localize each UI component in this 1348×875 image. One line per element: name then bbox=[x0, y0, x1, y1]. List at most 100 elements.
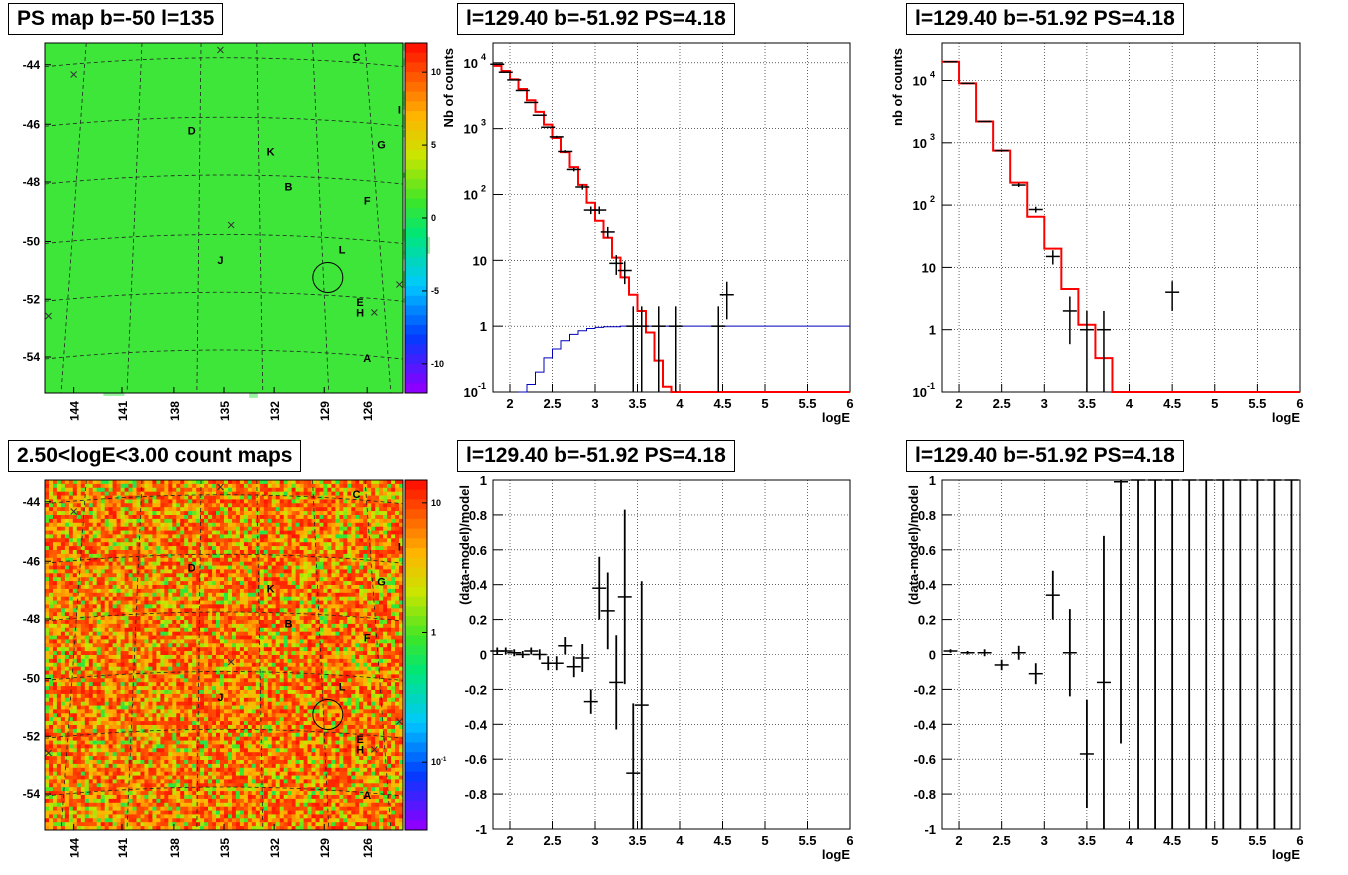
heatmap-cell bbox=[232, 616, 237, 621]
heatmap-cell bbox=[299, 507, 304, 512]
heatmap-cell bbox=[188, 550, 193, 555]
heatmap-cell bbox=[184, 600, 189, 605]
heatmap-cell bbox=[319, 588, 324, 594]
heatmap-cell bbox=[45, 534, 50, 539]
heatmap-cell bbox=[224, 550, 229, 555]
heatmap-cell bbox=[140, 561, 145, 566]
heatmap-cell bbox=[108, 569, 113, 574]
heatmap-cell bbox=[323, 569, 328, 574]
heatmap-cell bbox=[220, 565, 225, 570]
heatmap-cell bbox=[112, 480, 117, 485]
heatmap-cell bbox=[367, 491, 372, 496]
heatmap-cell bbox=[307, 487, 312, 492]
heatmap-cell bbox=[148, 495, 153, 500]
heatmap-cell bbox=[287, 655, 292, 660]
heatmap-cell bbox=[311, 627, 316, 632]
heatmap-cell bbox=[184, 662, 189, 667]
heatmap-cell bbox=[156, 631, 161, 636]
heatmap-cell bbox=[327, 561, 332, 566]
heatmap-cell bbox=[160, 546, 165, 551]
heatmap-cell bbox=[72, 623, 78, 629]
heatmap-cell bbox=[347, 631, 352, 636]
heatmap-cell bbox=[49, 670, 54, 675]
heatmap-cell bbox=[53, 557, 58, 562]
heatmap-cell bbox=[152, 596, 157, 601]
heatmap-cell bbox=[64, 526, 70, 531]
heatmap-cell bbox=[192, 616, 197, 621]
heatmap-cell bbox=[104, 596, 109, 601]
heatmap-cell bbox=[164, 550, 169, 555]
heatmap-cell bbox=[299, 616, 304, 621]
heatmap-cell bbox=[64, 569, 70, 574]
heatmap-cell bbox=[224, 604, 229, 609]
heatmap-cell bbox=[84, 491, 90, 496]
heatmap-cell bbox=[108, 526, 113, 531]
heatmap-cell bbox=[168, 553, 173, 559]
heatmap-cell bbox=[68, 530, 74, 535]
heatmap-cell bbox=[359, 526, 364, 531]
heatmap-cell bbox=[387, 620, 392, 625]
heatmap-cell bbox=[243, 522, 249, 527]
heatmap-cell bbox=[367, 643, 372, 648]
heatmap-cell bbox=[64, 639, 70, 644]
heatmap-cell bbox=[295, 557, 300, 562]
heatmap-cell bbox=[347, 670, 352, 675]
heatmap-cell bbox=[311, 588, 316, 594]
heatmap-cell bbox=[49, 678, 54, 683]
heatmap-cell bbox=[188, 553, 193, 559]
heatmap-cell bbox=[47, 55, 72, 71]
heatmap-cell bbox=[279, 542, 284, 547]
heatmap-cell bbox=[387, 639, 392, 644]
heatmap-cell bbox=[64, 581, 70, 586]
heatmap-cell bbox=[235, 651, 241, 656]
heatmap-cell bbox=[56, 585, 62, 590]
heatmap-cell bbox=[343, 526, 348, 531]
heatmap-cell bbox=[251, 623, 257, 629]
colorbar-cell bbox=[405, 247, 427, 258]
heatmap-cell bbox=[343, 487, 348, 492]
heatmap-cell bbox=[172, 658, 177, 664]
heatmap-cell bbox=[78, 352, 95, 361]
heatmap-cell bbox=[315, 569, 320, 574]
heatmap-cell bbox=[363, 662, 368, 667]
heatmap-cell bbox=[49, 480, 54, 485]
heatmap-cell bbox=[259, 616, 265, 621]
heatmap-cell bbox=[283, 530, 288, 535]
heatmap-cell bbox=[160, 627, 165, 632]
heatmap-cell bbox=[192, 573, 197, 578]
heatmap-cell bbox=[243, 612, 249, 617]
heatmap-cell bbox=[60, 627, 66, 632]
heatmap-cell bbox=[84, 542, 90, 547]
heatmap-cell bbox=[255, 585, 261, 590]
heatmap-cell bbox=[208, 518, 213, 524]
heatmap-cell bbox=[204, 658, 209, 664]
heatmap-cell bbox=[56, 620, 62, 625]
heatmap-cell bbox=[104, 522, 109, 527]
heatmap-cell bbox=[53, 635, 58, 640]
heatmap-cell bbox=[307, 581, 312, 586]
heatmap-cell bbox=[239, 655, 245, 660]
heatmap-cell bbox=[53, 542, 58, 547]
heatmap-cell bbox=[100, 553, 105, 559]
heatmap-cell bbox=[375, 542, 380, 547]
heatmap-cell bbox=[387, 491, 392, 496]
heatmap-cell bbox=[64, 561, 70, 566]
heatmap-cell bbox=[180, 585, 185, 590]
heatmap-cell bbox=[152, 655, 157, 660]
heatmap-cell bbox=[104, 627, 109, 632]
heatmap-cell bbox=[164, 491, 169, 496]
heatmap-cell bbox=[72, 565, 78, 570]
heatmap-cell bbox=[216, 561, 221, 566]
heatmap-cell bbox=[49, 534, 54, 539]
heatmap-cell bbox=[49, 491, 54, 496]
heatmap-cell bbox=[311, 561, 316, 566]
heatmap-cell bbox=[371, 658, 376, 664]
heatmap-cell bbox=[224, 487, 229, 492]
heatmap-cell bbox=[291, 604, 296, 609]
heatmap-cell bbox=[243, 573, 249, 578]
heatmap-cell bbox=[180, 581, 185, 586]
heatmap-cell bbox=[395, 518, 400, 524]
heatmap-cell bbox=[176, 518, 181, 524]
heatmap-cell bbox=[399, 662, 404, 667]
heatmap-cell bbox=[315, 662, 320, 667]
